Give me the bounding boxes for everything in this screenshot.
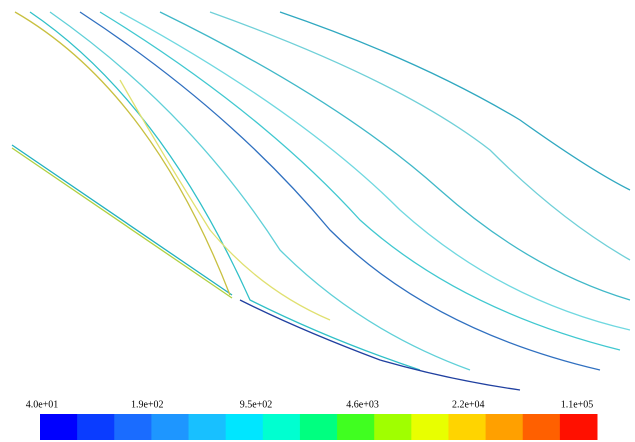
colorbar-swatch xyxy=(523,414,561,440)
chart: 4.0e+01 1.9e+02 9.5e+02 4.6e+03 2.2e+04 1.1e+… xyxy=(0,0,635,442)
contour-line xyxy=(160,12,630,300)
colorbar-swatch xyxy=(151,414,189,440)
colorbar-swatch xyxy=(226,414,264,440)
contour-line xyxy=(240,300,520,390)
colorbar-swatch xyxy=(448,414,486,440)
colorbar-swatch xyxy=(40,414,78,440)
contour-line xyxy=(12,148,232,298)
colorbar-swatch xyxy=(77,414,115,440)
contour-plot xyxy=(12,12,630,390)
colorbar-swatch xyxy=(300,414,338,440)
contour-line xyxy=(50,12,470,370)
colorbar-tick-label: 9.5e+02 xyxy=(240,399,273,410)
colorbar-swatch xyxy=(486,414,524,440)
colorbar-swatch xyxy=(337,414,375,440)
colorbar-tick-label: 2.2e+04 xyxy=(452,399,485,410)
colorbar-tick-label: 4.0e+01 xyxy=(26,399,59,410)
contour-line xyxy=(12,145,232,295)
contour-line xyxy=(80,12,600,370)
colorbar-tick-label: 4.6e+03 xyxy=(346,399,379,410)
colorbar-swatch xyxy=(189,414,227,440)
contour-line xyxy=(15,12,230,295)
colorbar: 4.0e+01 1.9e+02 9.5e+02 4.6e+03 2.2e+04 1.1e+… xyxy=(26,399,598,440)
colorbar-swatch xyxy=(374,414,412,440)
contour-line xyxy=(100,12,620,350)
colorbar-tick-label: 1.1e+05 xyxy=(561,399,594,410)
colorbar-swatch xyxy=(263,414,301,440)
colorbar-swatch xyxy=(560,414,598,440)
contour-line xyxy=(120,12,630,330)
colorbar-swatch xyxy=(114,414,152,440)
contour-line xyxy=(280,12,630,190)
colorbar-swatch xyxy=(411,414,449,440)
colorbar-tick-label: 1.9e+02 xyxy=(131,399,164,410)
